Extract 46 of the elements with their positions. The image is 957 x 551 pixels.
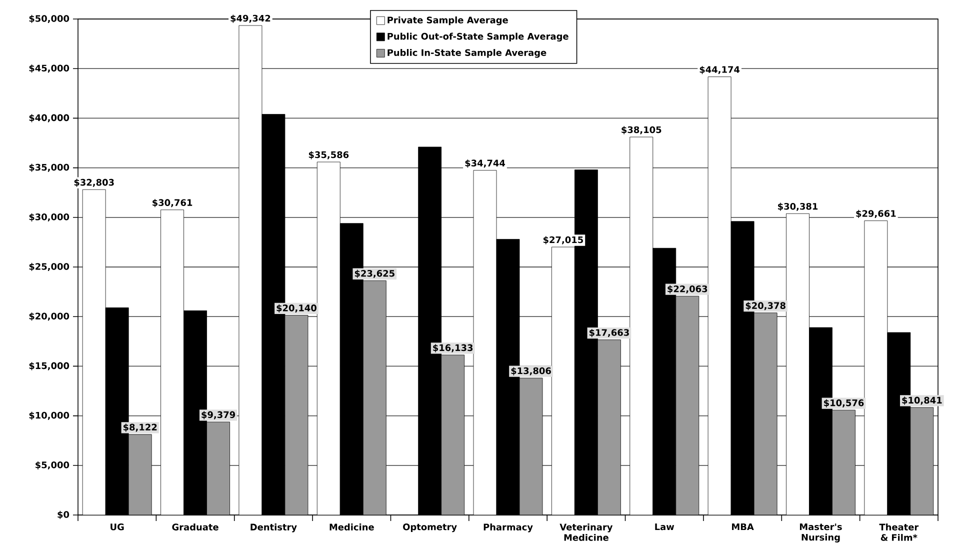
data-label: $38,105 bbox=[622, 126, 662, 134]
legend-label: Public In-State Sample Average bbox=[388, 49, 546, 58]
x-tick-label: Master's Nursing bbox=[800, 524, 842, 542]
x-tick-label: Pharmacy bbox=[484, 524, 533, 532]
y-tick-label: $5,000 bbox=[36, 461, 70, 470]
y-tick-label: $15,000 bbox=[29, 362, 70, 370]
data-label: $10,841 bbox=[902, 396, 942, 405]
data-label: $35,586 bbox=[308, 151, 349, 160]
data-label: $44,174 bbox=[700, 66, 740, 74]
data-label: $32,803 bbox=[74, 178, 114, 187]
data-label: $20,140 bbox=[276, 304, 316, 313]
x-tick-label: Optometry bbox=[403, 524, 457, 532]
y-tick-label: $10,000 bbox=[29, 412, 70, 420]
data-label: $30,761 bbox=[152, 199, 192, 208]
y-tick-label: $30,000 bbox=[29, 213, 70, 222]
x-tick-label: Veterinary Medicine bbox=[560, 524, 613, 541]
data-label: $16,133 bbox=[433, 344, 473, 352]
y-tick-label: $45,000 bbox=[29, 64, 70, 73]
x-tick-label: Dentistry bbox=[250, 524, 297, 532]
data-label: $22,063 bbox=[668, 285, 708, 294]
x-tick-label: Graduate bbox=[172, 524, 218, 530]
y-tick-label: $50,000 bbox=[29, 14, 70, 24]
y-tick-label: $40,000 bbox=[29, 114, 70, 122]
data-label: $13,806 bbox=[511, 367, 551, 376]
data-label: $23,625 bbox=[354, 270, 394, 278]
legend-label: Public Out-of-State Sample Average bbox=[388, 32, 568, 42]
data-label: $34,744 bbox=[465, 160, 506, 168]
y-tick-label: $20,000 bbox=[29, 312, 70, 321]
x-tick-label: Law bbox=[655, 524, 674, 530]
data-label: $20,378 bbox=[746, 302, 786, 310]
data-label: $27,015 bbox=[543, 236, 583, 244]
y-tick-label: $0 bbox=[58, 510, 70, 520]
data-label: $17,663 bbox=[589, 328, 629, 338]
x-tick-label: Medicine bbox=[330, 524, 374, 530]
legend-label: Private Sample Average bbox=[388, 16, 508, 26]
data-label: $9,379 bbox=[202, 411, 236, 420]
x-tick-label: UG bbox=[110, 524, 124, 530]
data-label: $49,342 bbox=[230, 14, 270, 23]
y-tick-label: $25,000 bbox=[29, 262, 70, 272]
data-label: $29,661 bbox=[856, 210, 896, 218]
x-tick-label: Theater & Film* bbox=[879, 524, 919, 541]
data-label: $8,122 bbox=[123, 424, 157, 432]
data-label: $30,381 bbox=[778, 202, 818, 211]
data-label: $10,576 bbox=[824, 399, 864, 408]
y-tick-label: $35,000 bbox=[29, 164, 70, 172]
x-tick-label: MBA bbox=[732, 524, 754, 530]
